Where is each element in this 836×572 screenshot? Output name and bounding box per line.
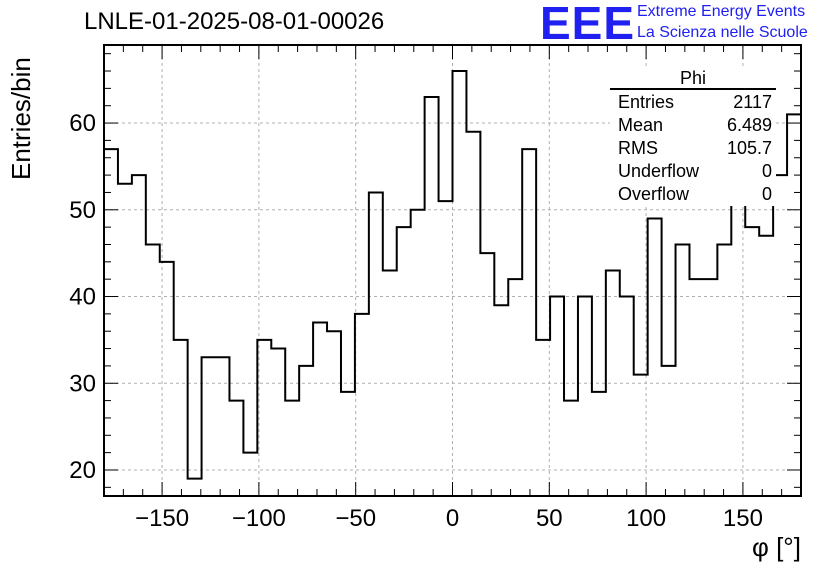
logo-caption-line1: Extreme Energy Events: [637, 3, 806, 20]
y-tick-label: 30: [69, 370, 96, 397]
stats-row-rms: RMS 105.7: [610, 137, 776, 160]
stats-value: 2117: [733, 92, 772, 112]
statistics-box: Phi Entries 2117 Mean 6.489 RMS 105.7 Un…: [610, 68, 776, 206]
plot-frame: [103, 44, 802, 497]
logo-caption-line2: La Scienza nelle Scuole: [637, 24, 808, 41]
stats-title: Phi: [610, 68, 776, 90]
stats-label: Overflow: [618, 184, 690, 204]
stats-value: 0: [761, 184, 772, 204]
x-tick-label: 0: [446, 505, 459, 532]
stats-value: 6.489: [726, 115, 772, 135]
stats-row-underflow: Underflow 0: [610, 160, 776, 183]
x-tick-labels: −150 −100 −50 0 50 100 150: [135, 505, 763, 532]
chart-title: LNLE-01-2025-08-01-00026: [84, 8, 385, 35]
y-axis-label: Entries/bin: [6, 57, 36, 180]
stats-label: Underflow: [618, 161, 700, 181]
x-tick-label: −150: [135, 505, 189, 532]
x-tick-label: −50: [335, 505, 376, 532]
histogram-series: [104, 70, 801, 480]
stats-row-overflow: Overflow 0: [610, 183, 776, 206]
x-tick-label: −100: [232, 505, 286, 532]
stats-row-entries: Entries 2117: [610, 91, 776, 114]
y-tick-label: 20: [69, 457, 96, 484]
stats-label: RMS: [618, 138, 658, 158]
y-tick-label: 40: [69, 284, 96, 311]
y-tick-label: 60: [69, 110, 96, 137]
stats-value: 105.7: [726, 138, 772, 158]
stats-label: Mean: [618, 115, 664, 135]
x-tick-label: 150: [723, 505, 763, 532]
axis-ticks: [103, 45, 802, 496]
stats-row-mean: Mean 6.489: [610, 114, 776, 137]
x-tick-label: 100: [626, 505, 666, 532]
eee-logo: EEE: [540, 0, 636, 49]
y-tick-labels: 20 30 40 50 60: [69, 110, 96, 484]
y-tick-label: 50: [69, 197, 96, 224]
stats-label: Entries: [618, 92, 675, 112]
x-axis-label: φ [°]: [752, 532, 801, 562]
stats-value: 0: [761, 161, 772, 181]
x-tick-label: 50: [536, 505, 563, 532]
